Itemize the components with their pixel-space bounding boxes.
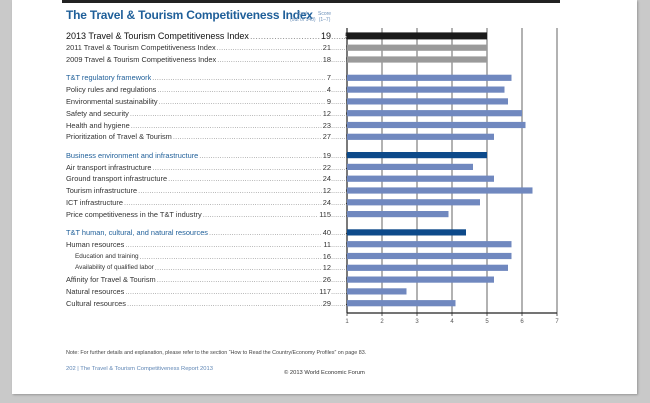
row-label: 2011 Travel & Tourism Competitiveness In… [66, 43, 216, 53]
rank-value: 115 [319, 209, 331, 219]
rank-value: 12 [322, 186, 331, 196]
bar [347, 276, 494, 283]
rank-value: 26 [322, 275, 331, 285]
bar [347, 187, 533, 194]
x-tick-label: 4 [450, 319, 454, 325]
rank-value: 19 [320, 31, 331, 41]
bar [347, 152, 487, 159]
chart-title: The Travel & Tourism Competitiveness Ind… [66, 8, 313, 22]
rank-value: 24 [322, 174, 331, 184]
rank-value: 11 [323, 239, 331, 249]
row-label: Environmental sustainability [66, 97, 158, 106]
row-label: Policy rules and regulations [66, 85, 157, 95]
row-label: ICT infrastructure [66, 197, 123, 207]
rank-value: 7 [326, 73, 331, 83]
row-label: 2009 Travel & Tourism Competitiveness In… [66, 55, 217, 65]
rank-value: 12 [322, 108, 331, 118]
row-label: Health and hygiene [66, 120, 130, 130]
bar [347, 74, 512, 81]
bar [347, 163, 473, 170]
row-label: T&T human, cultural, and natural resourc… [66, 228, 208, 237]
row-label: Prioritization of Travel & Tourism [66, 132, 172, 142]
bar [347, 199, 480, 206]
x-tick-label: 5 [485, 319, 489, 325]
rank-value: 117 [319, 287, 331, 296]
rank-value: 21 [322, 43, 331, 53]
row-label: Tourism infrastructure [66, 186, 138, 196]
score-header-sub: (1–7) [318, 17, 331, 23]
rank-column-header: Rank (out of 140) [290, 11, 316, 23]
rank-value: 19 [322, 150, 331, 160]
rank-header-sub: (out of 140) [290, 17, 316, 23]
bar [347, 175, 494, 182]
row-label: Air transport infrastructure [66, 162, 152, 172]
score-header-label: Score [318, 11, 332, 17]
bar [347, 56, 487, 63]
footer-report-title: 202 | The Travel & Tourism Competitivene… [66, 366, 213, 372]
bar [347, 86, 505, 93]
rank-value: 27 [322, 132, 331, 142]
footer-copyright: © 2013 World Economic Forum [284, 370, 365, 376]
bar [347, 229, 466, 236]
rank-value: 22 [322, 162, 331, 172]
row-label: Affinity for Travel & Tourism [66, 275, 156, 285]
row-label: Business environment and infrastructure [66, 150, 199, 160]
row-label: Ground transport infrastructure [66, 174, 168, 184]
bar [347, 241, 512, 248]
note-text: Note: For further details and explanatio… [66, 350, 367, 356]
score-column-header: Score (1–7) [318, 11, 331, 23]
bar [347, 300, 456, 307]
bar [347, 288, 407, 295]
rank-header-label: Rank [296, 11, 309, 17]
rank-value: 18 [322, 55, 331, 65]
x-tick-label: 3 [415, 319, 419, 325]
rank-value: 12 [322, 263, 331, 273]
bar [347, 211, 449, 218]
rank-value: 23 [322, 120, 331, 130]
bar-chart: 1 2 3 4 5 6 7 [345, 28, 559, 325]
x-tick-label: 1 [345, 319, 349, 325]
bar [347, 252, 512, 260]
x-tick-label: 2 [380, 319, 384, 325]
bar [347, 110, 522, 117]
bar [347, 44, 487, 51]
x-tick-label: 6 [520, 319, 524, 325]
row-label: Availability of qualified labor [75, 264, 154, 272]
bar [347, 264, 508, 271]
row-label: Cultural resources [66, 298, 126, 308]
x-tick-label: 7 [555, 319, 559, 325]
rank-value: 9 [326, 97, 331, 106]
bar [347, 98, 508, 105]
rank-value: 29 [322, 298, 331, 308]
rank-value: 24 [322, 197, 331, 207]
row-label: Natural resources [66, 287, 125, 296]
row-label: Education and training [75, 252, 139, 260]
row-label: Safety and security [66, 108, 129, 118]
row-label: Human resources [66, 239, 125, 249]
row-label: 2013 Travel & Tourism Competitiveness In… [66, 31, 249, 41]
bar [347, 32, 487, 40]
report-page: The Travel & Tourism Competitiveness Ind… [12, 0, 637, 394]
top-rule [62, 0, 560, 3]
row-label: Price competitiveness in the T&T industr… [66, 209, 202, 219]
rank-value: 4 [326, 85, 331, 95]
rank-value: 16 [322, 251, 331, 261]
rank-value: 40 [322, 228, 331, 237]
bar [347, 121, 526, 129]
bar [347, 133, 494, 140]
row-label: T&T regulatory framework [66, 73, 152, 83]
